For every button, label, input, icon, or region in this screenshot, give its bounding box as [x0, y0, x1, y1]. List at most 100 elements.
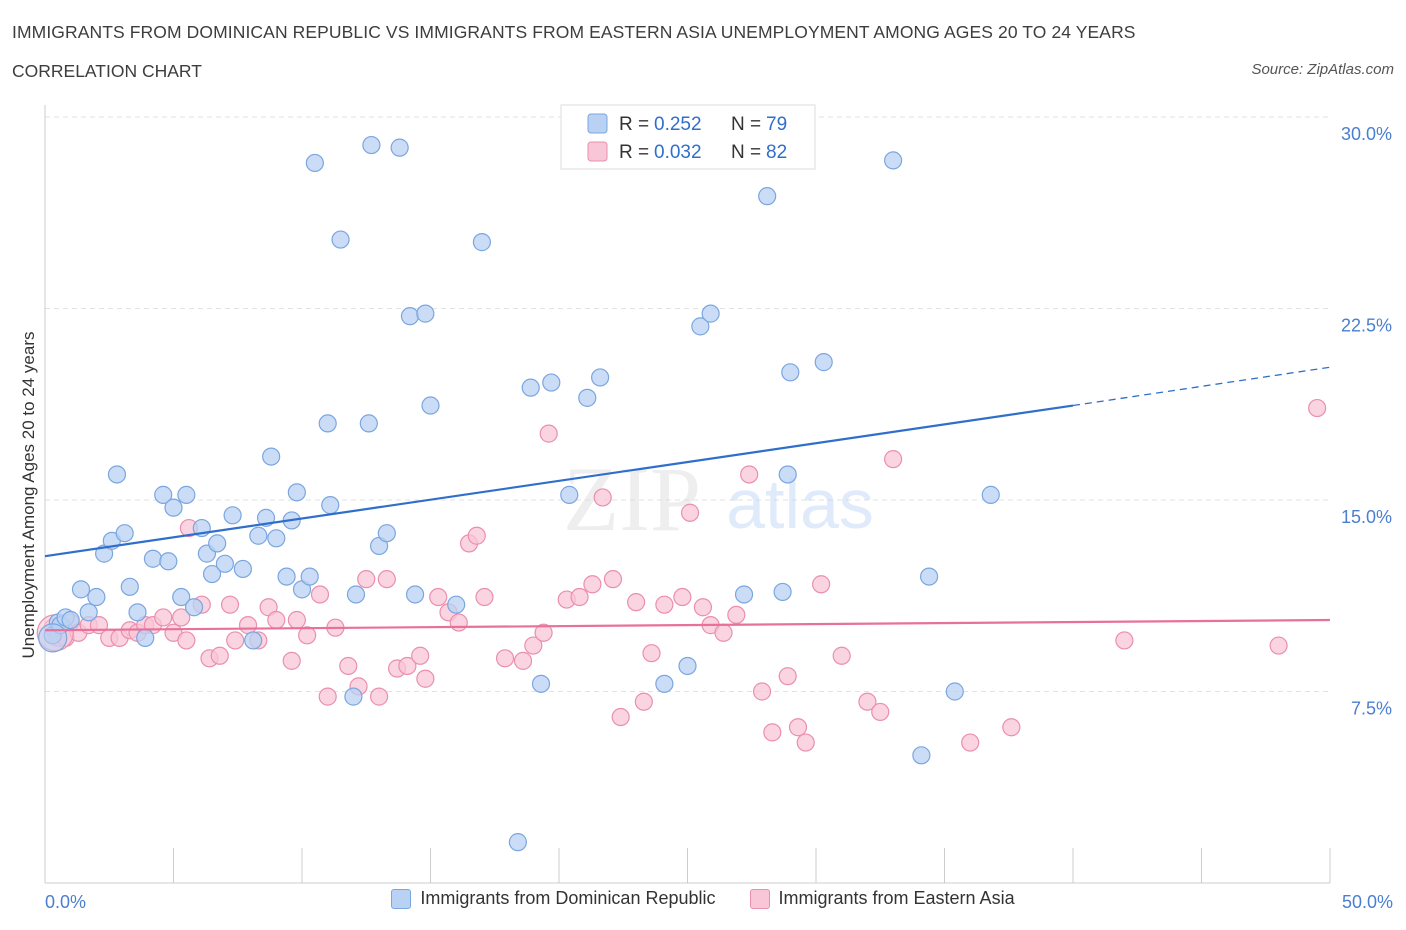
data-point-dominican-republic — [277, 567, 296, 586]
y-tick-label: 30.0% — [1341, 124, 1392, 144]
data-point-eastern-asia — [1002, 718, 1021, 737]
data-point-eastern-asia — [238, 616, 258, 635]
data-point-eastern-asia — [680, 503, 700, 522]
data-point-dominican-republic — [184, 598, 204, 617]
legend-label-eastern-asia: Immigrants from Eastern Asia — [778, 888, 1015, 908]
data-point-eastern-asia — [961, 733, 980, 752]
data-point-dominican-republic — [164, 498, 183, 517]
data-point-eastern-asia — [796, 733, 815, 752]
data-point-dominican-republic — [578, 388, 597, 407]
data-point-dominican-republic — [591, 368, 610, 387]
data-point-dominican-republic — [244, 631, 263, 650]
data-point-eastern-asia — [752, 682, 772, 701]
data-point-eastern-asia — [603, 570, 623, 589]
data-point-eastern-asia — [429, 587, 448, 607]
data-point-dominican-republic — [267, 529, 286, 548]
data-point-eastern-asia — [634, 692, 653, 711]
chart-subtitle: CORRELATION CHART — [12, 61, 202, 81]
data-point-dominican-republic — [912, 746, 931, 765]
x-tick-label-min: 0.0% — [45, 892, 86, 912]
data-point-dominican-republic — [359, 414, 378, 433]
data-point-dominican-republic — [758, 187, 777, 206]
source-label: Source: ZipAtlas.com — [1251, 61, 1394, 78]
legend-swatch-pink — [587, 141, 608, 162]
data-point-eastern-asia — [534, 623, 553, 642]
legend-item-eastern-asia: Immigrants from Eastern Asia — [749, 888, 1015, 909]
data-point-dominican-republic — [773, 582, 792, 602]
data-point-dominican-republic — [542, 373, 561, 392]
data-point-dominican-republic — [300, 567, 319, 586]
data-point-dominican-republic — [331, 230, 350, 249]
data-point-dominican-republic — [233, 559, 252, 579]
data-point-eastern-asia — [1269, 636, 1288, 655]
data-point-eastern-asia — [449, 613, 468, 632]
data-point-dominican-republic — [223, 506, 242, 525]
legend-swatch-blue — [587, 113, 608, 134]
data-point-eastern-asia — [370, 687, 389, 706]
data-point-dominican-republic — [71, 580, 91, 599]
data-point-dominican-republic — [405, 585, 425, 604]
data-point-eastern-asia — [267, 610, 286, 630]
data-point-dominican-republic — [87, 587, 106, 607]
data-point-dominican-republic — [421, 396, 440, 415]
data-point-eastern-asia — [287, 610, 306, 630]
data-point-dominican-republic — [202, 564, 222, 584]
legend-r-value: 0.032 — [654, 142, 702, 163]
data-point-dominican-republic — [945, 682, 964, 701]
data-point-dominican-republic — [287, 483, 306, 502]
data-point-dominican-republic — [781, 363, 800, 382]
data-point-eastern-asia — [177, 631, 196, 650]
data-point-dominican-republic — [318, 414, 337, 433]
data-point-eastern-asia — [210, 646, 229, 665]
legend-swatch-blue — [391, 888, 412, 909]
axes — [44, 105, 1331, 884]
data-point-dominican-republic — [508, 833, 527, 852]
x-tick-label-max: 50.0% — [1342, 892, 1393, 912]
data-point-dominican-republic — [159, 552, 178, 571]
data-point-eastern-asia — [812, 575, 831, 594]
data-point-eastern-asia — [778, 667, 797, 686]
chart-title: IMMIGRANTS FROM DOMINICAN REPUBLIC VS IM… — [12, 22, 1136, 42]
data-point-eastern-asia — [475, 587, 494, 607]
legend-label-dominican-republic: Immigrants from Dominican Republic — [420, 888, 716, 908]
data-point-eastern-asia — [673, 587, 692, 607]
data-point-eastern-asia — [220, 595, 240, 614]
legend-item-dominican-republic: Immigrants from Dominican Republic — [391, 888, 716, 909]
data-point-eastern-asia — [883, 450, 903, 469]
trend-line-dominican-republic-extension — [1072, 366, 1331, 407]
data-point-eastern-asia — [693, 598, 713, 617]
data-point-eastern-asia — [339, 656, 358, 676]
data-point-eastern-asia — [763, 723, 782, 742]
legend-n-value: 82 — [766, 142, 787, 163]
data-point-eastern-asia — [570, 587, 589, 607]
data-point-dominican-republic — [678, 656, 697, 676]
y-tick-label: 22.5% — [1341, 316, 1392, 336]
data-point-dominican-republic — [531, 674, 551, 693]
data-point-eastern-asia — [524, 636, 543, 655]
tick-labels: 7.5% 15.0% 22.5% 30.0% 0.0% 50.0% — [45, 124, 1393, 912]
data-point-eastern-asia — [318, 687, 337, 706]
data-point-dominican-republic — [691, 317, 710, 336]
data-point-eastern-asia — [172, 608, 191, 627]
data-point-eastern-asia — [539, 424, 558, 443]
data-point-dominican-republic — [472, 233, 491, 252]
trend-line-eastern-asia — [44, 618, 1331, 632]
data-point-dominican-republic — [177, 485, 196, 504]
legend-swatch-pink — [749, 888, 770, 909]
data-point-eastern-asia — [298, 626, 317, 645]
data-point-eastern-asia — [226, 631, 245, 650]
data-point-eastern-asia — [871, 702, 890, 722]
data-point-eastern-asia — [416, 669, 435, 688]
y-tick-label: 7.5% — [1351, 699, 1392, 719]
y-axis-label: Unemployment Among Ages 20 to 24 years — [19, 332, 38, 659]
data-point-dominican-republic — [120, 577, 139, 596]
data-point-eastern-asia — [282, 651, 301, 670]
watermark: ZIP atlas — [563, 448, 874, 550]
data-point-dominican-republic — [416, 304, 435, 323]
data-point-dominican-republic — [362, 135, 381, 155]
data-point-dominican-republic — [346, 585, 366, 604]
data-point-eastern-asia — [642, 644, 661, 663]
data-point-dominican-republic — [115, 524, 134, 543]
data-point-dominican-republic — [981, 485, 1000, 504]
